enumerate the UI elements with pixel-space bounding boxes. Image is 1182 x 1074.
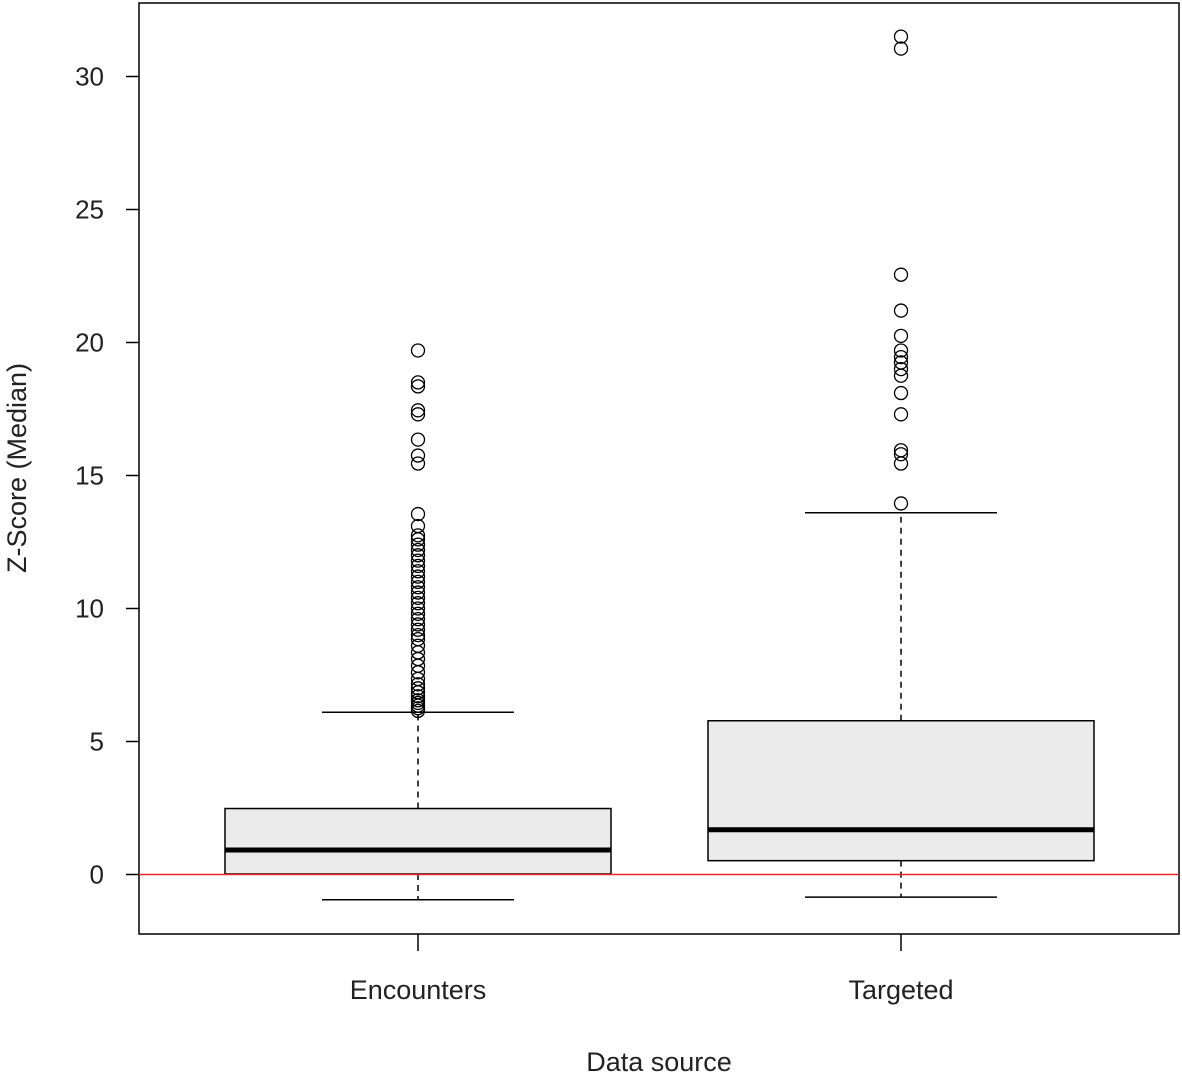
y-tick-label: 0 — [90, 860, 104, 890]
outlier-point — [410, 574, 426, 590]
outlier-point — [410, 569, 426, 584]
plot-frame — [138, 2, 1180, 935]
outlier-point — [410, 689, 426, 704]
x-tick-label: Targeted — [848, 975, 953, 1005]
outlier-point — [410, 596, 426, 611]
outlier-point — [410, 343, 426, 358]
outlier-point — [893, 355, 909, 370]
outlier-point — [410, 611, 426, 627]
outlier-point — [410, 681, 426, 696]
outlier-point — [893, 385, 909, 401]
box-group — [224, 343, 612, 901]
outlier-point — [410, 564, 426, 579]
y-tick-label: 20 — [75, 328, 104, 358]
outlier-point — [893, 328, 909, 344]
x-axis-label: Data source — [586, 1047, 732, 1074]
outlier-point — [410, 506, 426, 522]
outlier-point — [410, 580, 426, 595]
outlier-point — [410, 456, 426, 471]
y-tick-label: 5 — [90, 727, 104, 757]
outlier-point — [410, 448, 426, 463]
box-iqr — [707, 720, 1095, 862]
outlier-point — [410, 638, 426, 653]
outlier-point — [410, 606, 426, 621]
y-axis-label: Z-Score (Median) — [2, 363, 32, 573]
outlier-point — [410, 518, 426, 534]
outlier-point — [410, 558, 426, 574]
outlier-point — [410, 537, 426, 552]
outlier-point — [410, 590, 426, 606]
y-tick-label: 15 — [75, 461, 104, 491]
outlier-point — [410, 622, 426, 637]
outlier-point — [410, 553, 426, 568]
box-group — [707, 29, 1095, 898]
plot-layer: 0 5 10 15 20 25 30 Encounters Targeted — [75, 2, 1180, 1005]
box-iqr — [224, 807, 612, 875]
outlier-point — [410, 585, 426, 600]
outlier-point — [410, 528, 426, 543]
outlier-point — [410, 403, 426, 418]
outlier-point — [410, 631, 426, 647]
outlier-point — [410, 693, 426, 708]
x-tick-label: Encounters — [350, 975, 487, 1005]
outlier-point — [410, 617, 426, 632]
outlier-point — [893, 447, 909, 462]
outlier-point — [893, 29, 909, 44]
outlier-point — [410, 407, 426, 422]
y-tick-label: 25 — [75, 195, 104, 225]
y-tick-label: 30 — [75, 62, 104, 92]
outlier-point — [893, 343, 909, 358]
outlier-point — [893, 267, 909, 282]
outlier-point — [893, 443, 909, 458]
outlier-point — [893, 496, 909, 511]
outlier-point — [410, 542, 426, 558]
outlier-point — [410, 432, 426, 447]
outlier-point — [410, 548, 426, 563]
outlier-point — [893, 349, 909, 365]
outlier-point — [410, 375, 426, 390]
outlier-point — [893, 407, 909, 422]
outlier-point — [893, 303, 909, 318]
outlier-point — [410, 627, 426, 643]
outlier-point — [410, 379, 426, 394]
y-tick-label: 10 — [75, 594, 104, 624]
outlier-point — [893, 361, 909, 377]
outlier-point — [893, 41, 909, 56]
outlier-point — [410, 601, 426, 616]
outlier-point — [410, 677, 426, 692]
